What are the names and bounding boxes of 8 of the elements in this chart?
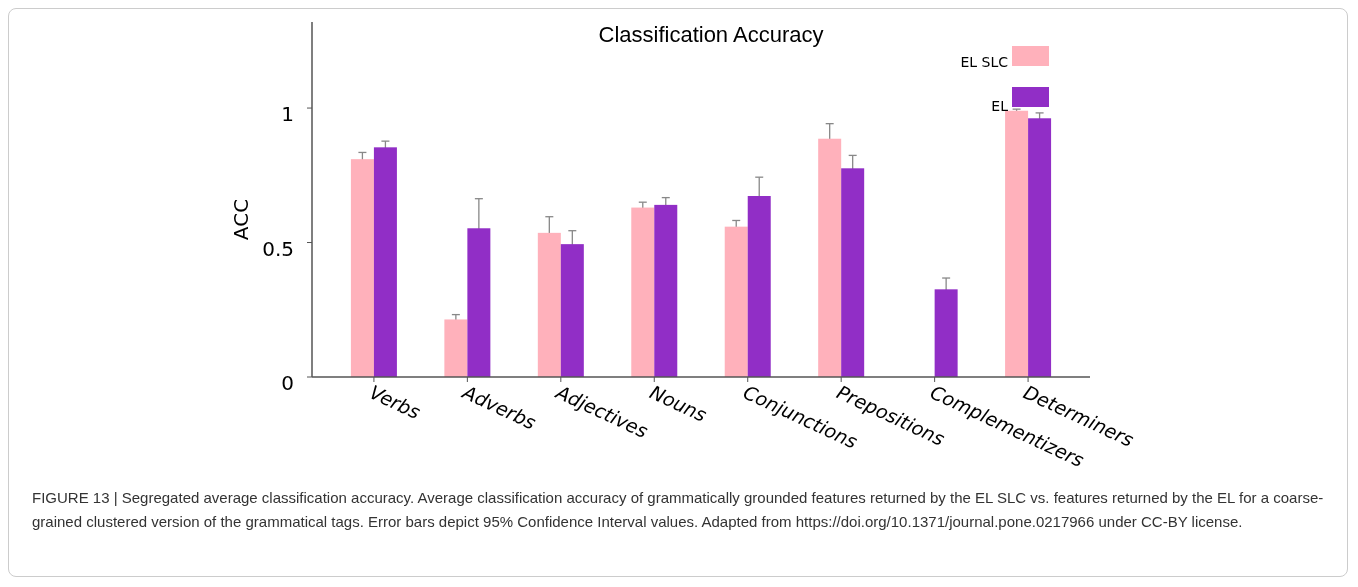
y-tick-label: 0 [281,371,294,395]
y-tick-label: 0.5 [262,236,294,261]
caption: FIGURE 13 | Segregated average classification accuracy. Average classification accuracy of grammatically grounded features returned by the EL SLC vs. features returned by the EL for a coarse-grained clustered version of the grammatical tags. Error bars depict 95% Confidence Interval values. Adapted from https://doi.org/10.1371/journal.pone.0217966 under CC-BY license. [32,488,1325,532]
chart-title: Classification Accuracy [598,22,824,47]
legend-label: EL SLC [960,54,1009,70]
y-tick-label: 1 [281,102,294,127]
legend-label: EL [991,98,1009,114]
y-axis-title: ACC [229,198,253,241]
